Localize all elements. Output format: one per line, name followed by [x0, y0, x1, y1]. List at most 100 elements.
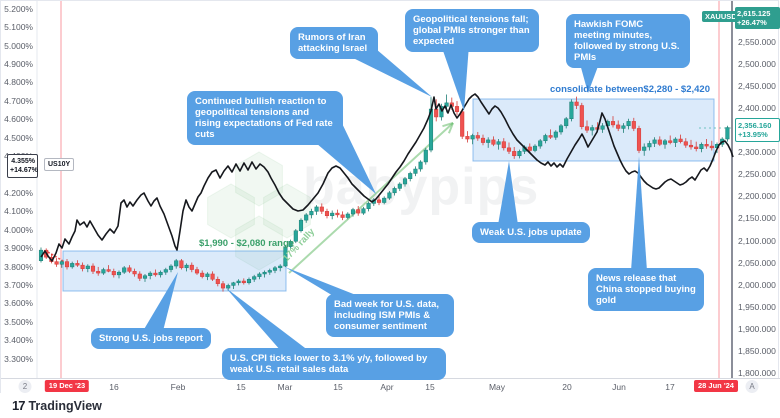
time-axis-button-2[interactable]: 2	[18, 380, 32, 393]
candle-body	[673, 138, 678, 143]
callout-china[interactable]: News release that China stopped buying g…	[588, 268, 704, 311]
candle-body	[54, 261, 59, 265]
candle-body	[657, 139, 662, 145]
candle-body	[610, 121, 616, 126]
callout-cpi[interactable]: U.S. CPI ticks lower to 3.1% y/y, follow…	[222, 348, 446, 380]
footer: 17 TradingView	[0, 393, 780, 418]
us10y-line	[40, 93, 734, 262]
chart-widget: babypips 5.200% 5.100% 5.000% 4.900% 4.800% 4…	[0, 0, 780, 395]
right-axis-tick: 2,150.000	[738, 213, 776, 223]
time-axis-tick: Apr	[380, 382, 394, 392]
candle-body	[267, 270, 272, 273]
left-axis-tick: 4.100%	[4, 206, 33, 216]
candle-body	[413, 168, 418, 174]
time-axis-tick: 15	[333, 382, 343, 392]
tradingview-logo[interactable]: 17 TradingView	[12, 398, 102, 413]
candle-body	[319, 206, 324, 212]
candle-body	[506, 147, 512, 152]
candle-body	[616, 124, 621, 129]
consolidate-label[interactable]: consolidate between$2,280 - $2,420	[550, 84, 710, 95]
callout-iran[interactable]: Rumors of Iran attacking Israel	[290, 27, 378, 59]
candle-body	[304, 214, 309, 221]
us10y-value: 4.355%	[11, 158, 35, 165]
candle-body	[465, 136, 470, 140]
callout-bad-week[interactable]: Bad week for U.S. data, including ISM PM…	[326, 294, 454, 337]
range-label[interactable]: $1,990 - $2,080 range	[199, 238, 295, 249]
candle-body	[626, 121, 631, 127]
candle-body	[90, 265, 96, 272]
candle-body	[548, 135, 553, 138]
candle-body	[288, 241, 293, 247]
right-axis-tick: 2,300.000	[738, 147, 776, 157]
candle-body	[148, 272, 153, 276]
callout-weak-jobs[interactable]: Weak U.S. jobs update	[472, 222, 590, 243]
candle-body	[636, 128, 642, 151]
left-axis-tick: 3.700%	[4, 280, 33, 290]
time-axis-tick: 20	[562, 382, 572, 392]
trendline-arrowhead	[447, 122, 454, 134]
callout-strong-jobs[interactable]: Strong U.S. jobs report	[91, 328, 211, 349]
callout-tail-cpi	[226, 288, 309, 351]
time-axis-tick: May	[488, 382, 506, 392]
candle-body	[194, 269, 200, 274]
callout-geopolitical[interactable]: Geopolitical tensions fall; global PMIs …	[405, 9, 539, 52]
callout-continued-bullish[interactable]: Continued bullish reaction to geopolitic…	[187, 91, 343, 145]
time-axis-tick: Mar	[277, 382, 293, 392]
candle-body	[642, 146, 647, 151]
candle-body	[486, 139, 491, 143]
left-axis-tick: 4.900%	[4, 59, 33, 69]
candle-body	[59, 261, 64, 265]
candle-body	[345, 213, 350, 218]
left-price-axis[interactable]: 5.200% 5.100% 5.000% 4.900% 4.800% 4.700% 4.60…	[1, 1, 33, 379]
candle-body	[532, 145, 538, 151]
left-axis-tick: 3.400%	[4, 335, 33, 345]
candle-body	[257, 273, 262, 277]
candle-body	[226, 285, 231, 289]
right-price-axis[interactable]: 2,550.000 2,500.000 2,450.000 2,400.000 2,30…	[738, 1, 780, 379]
candle-body	[621, 125, 626, 129]
left-axis-tick: 3.800%	[4, 262, 33, 272]
us10y-series-label: US10Y	[44, 158, 75, 171]
left-axis-tick: 4.700%	[4, 96, 33, 106]
candle-body	[272, 267, 278, 271]
time-axis-button-A[interactable]: A	[745, 380, 759, 393]
candle-body	[460, 111, 465, 137]
candle-body	[558, 125, 564, 133]
time-axis[interactable]: 2 19 Dec '23 16 Feb 15 Mar 15 Apr 15 May 20 Jun 17 28…	[1, 378, 780, 395]
left-axis-tick: 4.200%	[4, 188, 33, 198]
candle-body	[434, 108, 439, 118]
candle-body	[324, 211, 330, 217]
right-axis-tick: 2,400.000	[738, 103, 776, 113]
candle-body	[179, 260, 184, 269]
candle-body	[137, 273, 142, 279]
candle-body	[496, 141, 501, 145]
right-axis-tick: 2,100.000	[738, 236, 776, 246]
right-axis-tick: 2,200.000	[738, 191, 776, 201]
candle-body	[564, 118, 569, 127]
us10y-change: +14.67%	[10, 167, 38, 174]
candle-body	[231, 282, 236, 286]
callout-tail-weak-jobs	[498, 161, 518, 225]
callout-tail-strong-jobs	[143, 272, 178, 331]
candle-body	[158, 271, 163, 276]
candle-body	[153, 272, 158, 276]
candle-body	[527, 146, 532, 151]
left-axis-tick: 3.500%	[4, 317, 33, 327]
candle-body	[402, 178, 408, 185]
callout-hawkish[interactable]: Hawkish FOMC meeting minutes, followed b…	[566, 14, 690, 68]
candle-body	[475, 135, 480, 139]
candle-body	[361, 208, 366, 214]
right-axis-tick: 2,250.000	[738, 169, 776, 179]
candle-body	[356, 209, 361, 214]
last-price-change: +13.95%	[738, 130, 768, 139]
right-axis-tick: 1,950.000	[738, 302, 776, 312]
right-axis-tick: 2,000.000	[738, 280, 776, 290]
candle-body	[132, 271, 137, 275]
us10y-value-badge: 4.355% +14.67%	[7, 154, 38, 178]
candle-body	[382, 197, 387, 203]
candle-body	[408, 173, 413, 179]
left-axis-tick: 5.000%	[4, 41, 33, 51]
candle-body	[184, 264, 189, 269]
last-price-badge: 2,356.160 +13.95%	[735, 118, 780, 142]
